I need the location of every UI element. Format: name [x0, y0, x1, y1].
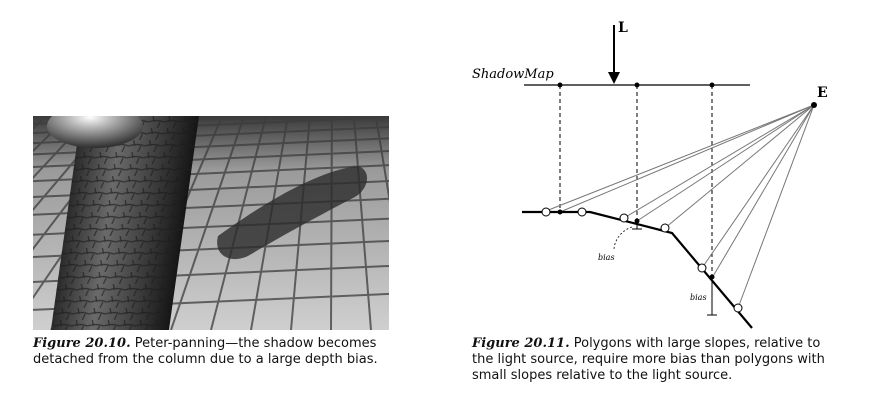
light-label: L: [618, 20, 628, 36]
shadow-map-label: ShadowMap: [472, 67, 554, 82]
surface-sample-circle-5: [697, 263, 707, 273]
figure-caption-right: Figure 20.11. Polygons with large slopes…: [472, 336, 842, 384]
figure-caption-text-right: Polygons with large slopes, relative to …: [472, 336, 825, 383]
surface-sample-circle-3: [619, 213, 629, 223]
figure-number-right: Figure 20.11.: [472, 336, 570, 351]
eye-rays: [545, 104, 815, 309]
bias-label-lower: bias: [690, 293, 707, 302]
peter-panning-render: [33, 116, 389, 330]
bias-leader-upper: [613, 226, 633, 251]
figure-caption-text-left: Peter-panning—the shadow becomes detache…: [33, 336, 378, 367]
figure-caption-left: Figure 20.10. Peter-panning—the shadow b…: [33, 336, 393, 368]
figure-number-left: Figure 20.10.: [33, 336, 131, 351]
surface-sample-point-1: [557, 209, 563, 215]
surface-sample-circle-1: [541, 207, 551, 217]
column-cap-sphere: [47, 116, 143, 148]
slope-bias-diagram: L ShadowMap E bias bias: [472, 20, 828, 329]
surface-sample-circle-6: [733, 303, 743, 313]
surface-sample-point-3: [709, 274, 715, 280]
surface-sample-circle-4: [660, 223, 670, 233]
surface-sample-circle-2: [577, 207, 587, 217]
detached-shadow: [217, 166, 368, 260]
bias-label-upper: bias: [598, 253, 615, 262]
eye-point: [811, 102, 817, 108]
eye-label: E: [817, 85, 828, 101]
